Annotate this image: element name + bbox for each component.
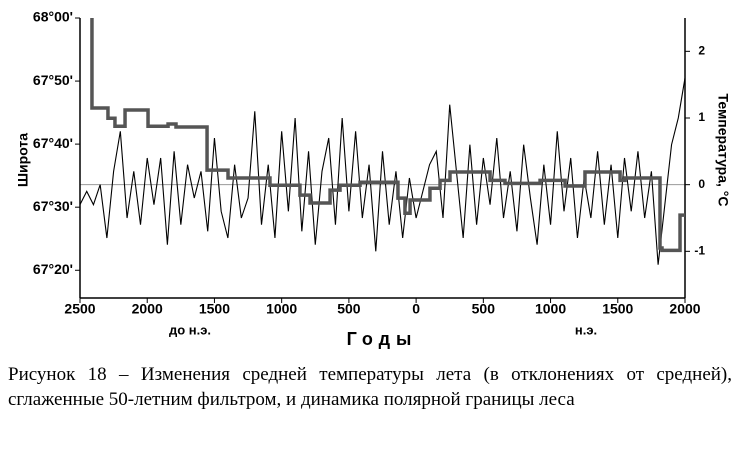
caption: Рисунок 18 – Изменения средней температу… bbox=[8, 364, 732, 410]
x-tick-label: 1500 bbox=[602, 301, 633, 317]
x-tick-label: 1000 bbox=[266, 301, 297, 317]
x-tick-label: 2500 bbox=[64, 301, 95, 317]
y-tick-label: 67°50' bbox=[33, 72, 73, 88]
x-tick-label: 500 bbox=[337, 301, 361, 317]
x-tick-label: 500 bbox=[472, 301, 496, 317]
x-tick-label: 1000 bbox=[535, 301, 566, 317]
annotation: н.э. bbox=[575, 322, 597, 337]
y-axis-label: Широта bbox=[15, 133, 31, 187]
chart: Широта Температура, °С Годы до н.э. н.э.… bbox=[15, 9, 732, 349]
x-tick-label: 2000 bbox=[669, 301, 700, 317]
y2-axis-label: Температура, °С bbox=[715, 93, 731, 206]
step-line bbox=[90, 18, 685, 253]
y2-tick-label: 2 bbox=[698, 44, 705, 58]
x-axis-label: Годы bbox=[347, 329, 418, 349]
y2-tick-label: 0 bbox=[698, 177, 705, 191]
y-tick-label: 67°20' bbox=[33, 261, 73, 277]
x-tick-label: 0 bbox=[412, 301, 420, 317]
y2-tick-label: 1 bbox=[698, 110, 705, 124]
y-tick-label: 68°00' bbox=[33, 9, 73, 25]
y2-tick-label: -1 bbox=[694, 244, 705, 258]
x-tick-label: 2000 bbox=[132, 301, 163, 317]
y-tick-label: 67°40' bbox=[33, 135, 73, 151]
annotation: до н.э. bbox=[169, 322, 211, 337]
x-tick-label: 1500 bbox=[199, 301, 230, 317]
y-tick-label: 67°30' bbox=[33, 198, 73, 214]
